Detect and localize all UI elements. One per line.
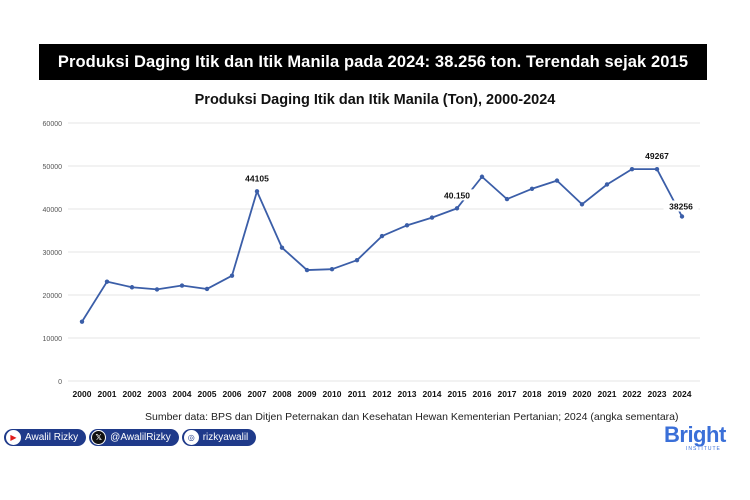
x-tick-label: 2012 (373, 389, 392, 399)
x-tick-label: 2002 (123, 389, 142, 399)
x-tick-label: 2018 (523, 389, 542, 399)
data-point (529, 186, 535, 191)
youtube-link[interactable]: ▶ Awalil Rizky (4, 429, 87, 446)
x-tick-label: 2007 (248, 389, 267, 399)
data-point (629, 166, 635, 172)
data-point (204, 286, 210, 292)
instagram-link[interactable]: ◎ rizkyawalil (181, 429, 257, 446)
x-tick-label: 2024 (673, 389, 692, 399)
y-tick-label: 60000 (43, 121, 63, 128)
data-point (329, 267, 335, 272)
data-point (379, 233, 385, 239)
y-tick-label: 40000 (43, 207, 63, 214)
data-point (279, 245, 285, 250)
x-tick-label: 2011 (348, 389, 367, 399)
x-tick-label: 2003 (148, 389, 167, 399)
data-point (154, 287, 160, 292)
x-tick-label: 2008 (273, 389, 292, 399)
y-tick-label: 10000 (43, 336, 63, 343)
chart-title: Produksi Daging Itik dan Itik Manila (To… (194, 92, 556, 108)
logo-subtitle: INSTITUTE (686, 446, 721, 452)
data-label-bg (239, 172, 275, 184)
data-point (479, 174, 485, 179)
x-tick-label: 2004 (173, 389, 192, 399)
data-point (229, 273, 235, 278)
instagram-icon: ◎ (183, 430, 199, 445)
data-point (254, 189, 260, 194)
bright-institute-logo: Bright INSTITUTE (664, 424, 750, 458)
data-label-bg (663, 200, 699, 212)
x-tick-label: 2019 (548, 389, 567, 399)
social-links: ▶ Awalil Rizky 𝕏 @AwalilRizky ◎ rizkyawa… (4, 429, 259, 446)
x-tick-label: 2023 (648, 389, 667, 399)
data-label: 38256 (669, 201, 693, 211)
data-point (604, 182, 610, 187)
x-tick-label: 2010 (323, 389, 342, 399)
headline-text: Produksi Daging Itik dan Itik Manila pad… (57, 52, 689, 71)
x-tick-label: 2006 (223, 389, 242, 399)
y-tick-label: 50000 (43, 164, 63, 171)
data-point (79, 319, 85, 324)
data-label: 44105 (245, 173, 269, 183)
data-point (504, 196, 510, 202)
x-tick-label: 2013 (398, 389, 417, 399)
y-tick-label: 0 (58, 379, 62, 386)
data-point (679, 214, 685, 219)
data-point (304, 267, 310, 273)
youtube-handle: Awalil Rizky (25, 432, 79, 443)
data-point (454, 206, 460, 211)
x-tick-label: 2001 (98, 389, 117, 399)
line-chart: 0 10000 20000 30000 40000 50000 60000 2000 2001 2… (43, 121, 700, 399)
headline-banner: Produksi Daging Itik dan Itik Manila pad… (39, 44, 707, 80)
logo-wordmark: Bright (664, 422, 726, 447)
data-point (429, 215, 435, 220)
data-point (404, 223, 410, 228)
data-label-bg (436, 189, 478, 201)
data-point (654, 166, 660, 172)
x-tick-label: 2009 (298, 389, 317, 399)
youtube-icon: ▶ (6, 430, 21, 445)
series-line (81, 168, 683, 323)
instagram-handle: rizkyawalil (202, 432, 249, 443)
x-link[interactable]: 𝕏 @AwalilRizky (89, 429, 179, 446)
data-label: 40.150 (444, 190, 470, 200)
data-point (579, 202, 585, 207)
source-note: Sumber data: BPS dan Ditjen Peternakan d… (145, 411, 679, 423)
x-tick-label: 2020 (573, 389, 592, 399)
x-tick-label: 2016 (473, 389, 492, 399)
x-tick-label: 2005 (198, 389, 217, 399)
x-tick-label: 2000 (73, 389, 92, 399)
x-tick-label: 2021 (598, 389, 617, 399)
y-tick-label: 30000 (43, 250, 63, 257)
data-point (179, 283, 185, 288)
x-tick-label: 2022 (623, 389, 642, 399)
x-handle: @AwalilRizky (110, 432, 171, 443)
data-point (104, 279, 110, 284)
data-point (354, 257, 360, 263)
x-icon: 𝕏 (91, 430, 107, 445)
data-label-bg (639, 150, 675, 162)
data-label: 49267 (645, 151, 669, 161)
data-point (129, 285, 135, 290)
x-tick-label: 2017 (498, 389, 517, 399)
x-tick-label: 2014 (423, 389, 442, 399)
data-point (554, 178, 560, 183)
x-tick-label: 2015 (448, 389, 467, 399)
y-tick-label: 20000 (43, 293, 63, 300)
